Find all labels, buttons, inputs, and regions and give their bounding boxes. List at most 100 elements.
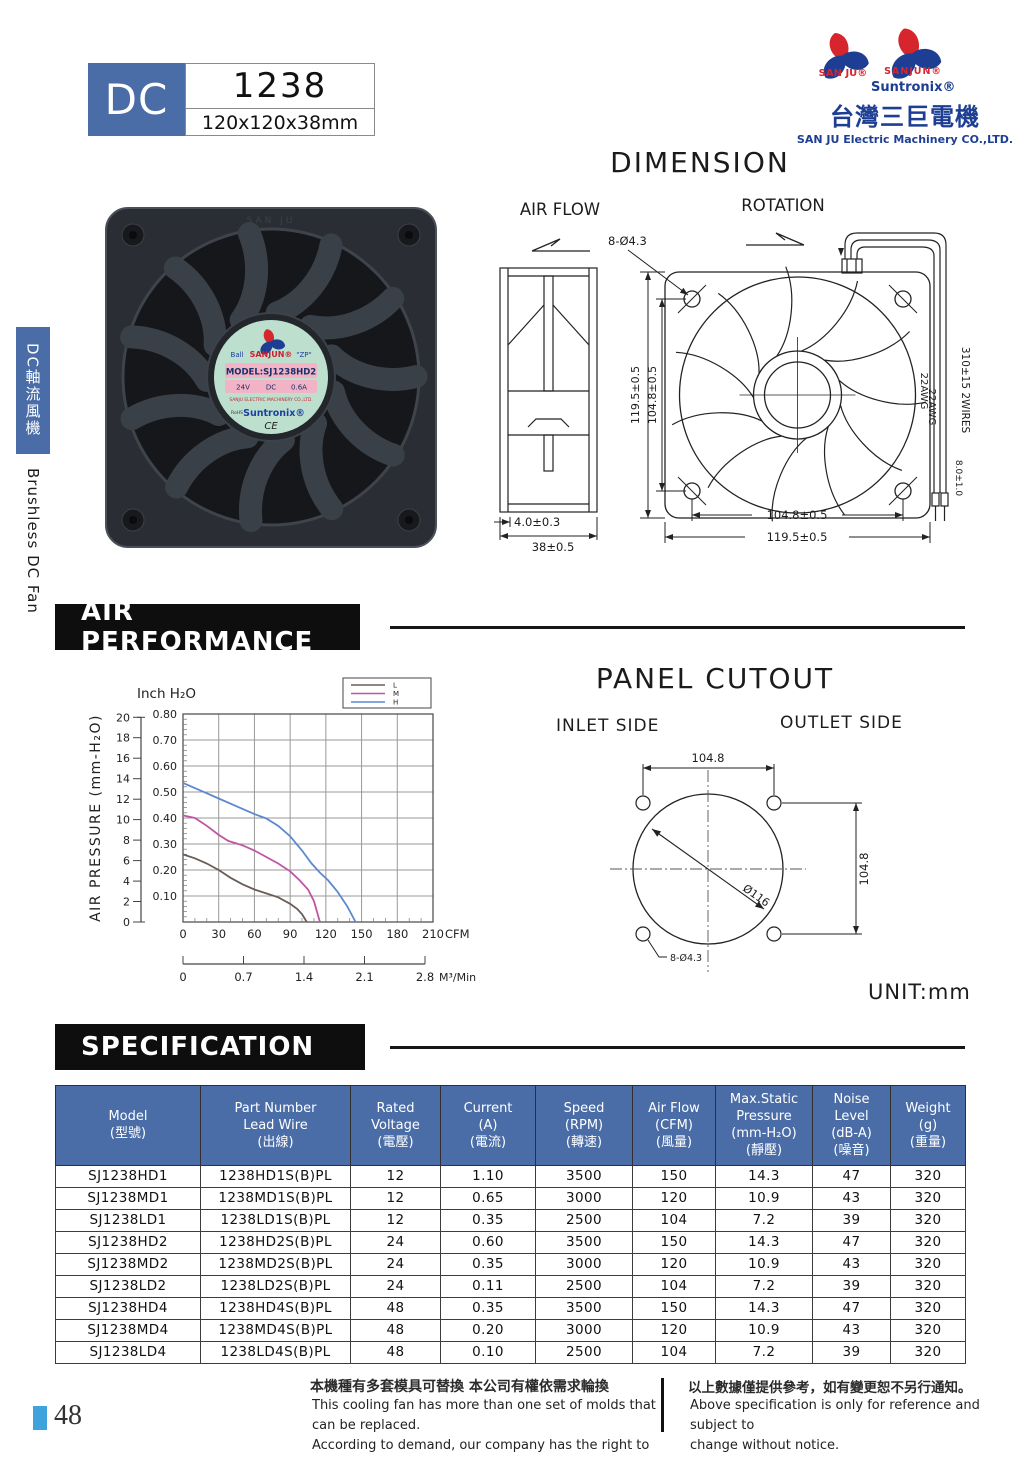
spec-cell: 3000	[535, 1186, 633, 1210]
spec-row: SJ1238MD1 1238MD1S(B)PL 12 0.65 3000 120 10.9 4…	[55, 1186, 966, 1210]
front-bottom-dims	[664, 499, 931, 543]
svg-text:0.40: 0.40	[153, 812, 178, 825]
svg-text:12: 12	[116, 793, 130, 806]
svg-text:10: 10	[116, 814, 130, 827]
spec-cell: 1238MD4S(B)PL	[200, 1318, 351, 1342]
spec-cell: 320	[890, 1230, 966, 1254]
dim-width-holes: 104.8±0.5	[767, 508, 828, 522]
rotation-arrow-icon	[746, 232, 805, 246]
spec-cell: 120	[632, 1252, 716, 1276]
rotation-label: ROTATION	[741, 196, 825, 215]
spec-cell: 150	[632, 1164, 716, 1188]
company-name-en: SAN JU Electric Machinery CO.,LTD.	[796, 133, 1014, 146]
frame-embossed-text: SAN JU	[247, 216, 296, 226]
spec-row: SJ1238MD4 1238MD4S(B)PL 48 0.20 3000 120 10.9 4…	[55, 1318, 966, 1342]
cutout-hole-label: 8-Ø4.3	[670, 953, 702, 964]
rohs-mark: RoHS	[231, 410, 243, 416]
spec-cell: 320	[890, 1296, 966, 1320]
svg-text:0.50: 0.50	[153, 786, 178, 799]
spec-cell: 39	[812, 1274, 891, 1298]
spec-cell: 104	[632, 1208, 716, 1232]
dimension-title: DIMENSION	[610, 146, 790, 179]
spec-col-header: Speed (RPM) (轉速)	[535, 1085, 633, 1166]
svg-text:90: 90	[283, 927, 298, 941]
dim-hole-label: 8-Ø4.3	[608, 234, 647, 248]
center-lines	[610, 770, 806, 972]
spec-cell: 3000	[535, 1252, 633, 1276]
dim-total-depth: 38±0.5	[532, 540, 575, 554]
sticker-voltage: 24V	[236, 384, 250, 392]
footnote-right-en: Above specification is only for referenc…	[690, 1396, 980, 1456]
sticker-zp: "ZP"	[296, 351, 311, 359]
spec-cell: 3500	[535, 1164, 633, 1188]
svg-text:0.20: 0.20	[153, 864, 178, 877]
sanju-logo-text: SAN JU®	[819, 68, 868, 79]
spec-cell: SJ1238MD4	[55, 1318, 201, 1342]
spec-cell: 0.11	[440, 1274, 536, 1298]
spec-cell: SJ1238MD1	[55, 1186, 201, 1210]
side-view-dims: 4.0±0.3 38±0.5	[494, 515, 598, 554]
svg-text:0: 0	[179, 970, 186, 984]
spec-body: SJ1238HD1 1238HD1S(B)PL 12 1.10 3500 150 14.3 4…	[55, 1164, 966, 1364]
svg-text:120: 120	[315, 927, 337, 941]
spec-cell: 3000	[535, 1318, 633, 1342]
spec-col-header: Weight (g) (重量)	[890, 1085, 966, 1166]
svg-text:1.4: 1.4	[295, 970, 313, 984]
spec-row: SJ1238LD2 1238LD2S(B)PL 24 0.11 2500 104 7.2 39…	[55, 1274, 966, 1298]
spec-cell: 14.3	[715, 1164, 813, 1188]
svg-text:2.8: 2.8	[416, 970, 434, 984]
spec-cell: SJ1238LD1	[55, 1208, 201, 1232]
dim-height-outer: 119.5±0.5	[629, 366, 642, 424]
svg-text:2: 2	[123, 896, 130, 909]
sticker-current: 0.6A	[291, 384, 307, 392]
svg-text:M: M	[393, 690, 399, 698]
spec-cell: 3500	[535, 1296, 633, 1320]
sidebar-tab-zh: DC軸流風機	[16, 327, 50, 454]
spec-col-header: Current (A) (電流)	[440, 1085, 536, 1166]
svg-text:0.60: 0.60	[153, 760, 178, 773]
spec-cell: SJ1238LD2	[55, 1274, 201, 1298]
cutout-width-label: 104.8	[692, 751, 725, 765]
spec-cell: SJ1238HD2	[55, 1230, 201, 1254]
svg-text:180: 180	[386, 927, 408, 941]
company-name-zh: 台灣三巨電機	[830, 103, 980, 131]
series-badge: DC	[88, 63, 185, 136]
spec-cell: 120	[632, 1186, 716, 1210]
svg-text:AIR PRESSURE (mm-H₂O): AIR PRESSURE (mm-H₂O)	[88, 714, 104, 922]
spec-cell: 104	[632, 1274, 716, 1298]
product-photo: SAN JU	[103, 205, 439, 554]
svg-text:CFM: CFM	[445, 927, 470, 941]
spec-cell: 320	[890, 1252, 966, 1276]
lead-wires	[838, 232, 949, 521]
model-number: 1238	[232, 66, 328, 106]
spec-cell: 1238LD4S(B)PL	[200, 1340, 351, 1364]
sticker-company: SANJU ELECTRIC MACHINERY CO.,LTD.	[229, 397, 312, 403]
hub-sticker: Ball SANJUN® "ZP" MODEL:SJ1238HD2 24V DC…	[206, 312, 336, 442]
svg-text:4: 4	[123, 875, 130, 888]
spec-cell: 1238HD2S(B)PL	[200, 1230, 351, 1254]
spec-cell: 12	[350, 1186, 441, 1210]
spec-cell: 2500	[535, 1340, 633, 1364]
svg-text:30: 30	[211, 927, 226, 941]
spec-header-row: Model (型號) Part Number Lead Wire (出線) Rated Vo…	[55, 1085, 966, 1166]
specification-banner: SPECIFICATION	[55, 1024, 365, 1070]
svg-text:M³/Min: M³/Min	[439, 971, 476, 984]
side-view	[499, 267, 598, 513]
front-left-dims	[640, 271, 686, 519]
dimension-drawing: AIR FLOW ROTATION	[490, 195, 1020, 564]
ce-mark: CE	[264, 421, 278, 432]
spec-cell: 320	[890, 1186, 966, 1210]
air-performance-banner: AIR PERFORMANCE	[55, 597, 360, 657]
spec-cell: 39	[812, 1340, 891, 1364]
spec-cell: SJ1238HD4	[55, 1296, 201, 1320]
spec-cell: 0.35	[440, 1296, 536, 1320]
spec-row: SJ1238LD4 1238LD4S(B)PL 48 0.10 2500 104 7.2 39…	[55, 1340, 966, 1364]
unit-label: UNIT:mm	[868, 980, 971, 1004]
spec-cell: 47	[812, 1230, 891, 1254]
svg-text:0: 0	[123, 916, 130, 929]
spec-cell: 3500	[535, 1230, 633, 1254]
spec-cell: 24	[350, 1252, 441, 1276]
spec-row: SJ1238LD1 1238LD1S(B)PL 12 0.35 2500 104 7.2 39…	[55, 1208, 966, 1232]
air-flow-arrow-icon	[531, 238, 590, 252]
air-performance-rule	[390, 626, 965, 629]
